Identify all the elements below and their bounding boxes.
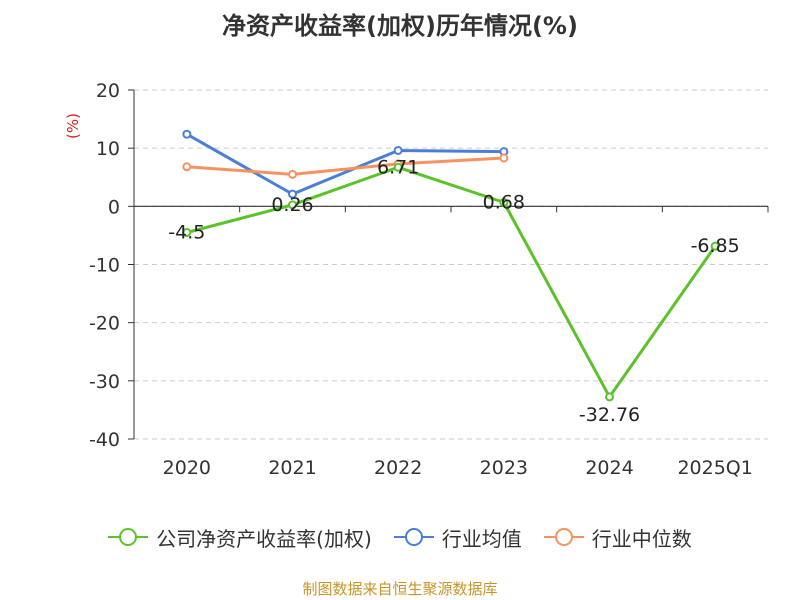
data-source-note: 制图数据来自恒生聚源数据库 [302,580,498,598]
legend-label-industry-median: 行业中位数 [591,526,692,551]
data-point [288,200,297,210]
chart-title: 净资产收益率(加权)历年情况(%) [222,12,578,40]
x-tick-label: 2020 [163,457,211,479]
data-point [499,197,509,207]
y-axis-unit-label: (%) [64,113,82,139]
data-label: -4.5 [168,222,205,244]
x-tick-label: 2024 [585,457,633,479]
legend-marker-industry-median [543,528,584,546]
chart-canvas: 20 10 0 -10 -20 -30 -40 (%) 2020 2021 2022 2023 2024… [64,80,769,479]
legend-marker-industry-mean [393,528,434,546]
legend-marker-company [108,528,149,546]
legend-item-company[interactable]: 公司净资产收益率(加权) [108,523,372,552]
data-label: -6.85 [691,235,740,257]
legend-label-company: 公司净资产收益率(加权) [156,526,372,551]
data-point [710,241,720,251]
data-label: 6.71 [377,156,419,178]
legend-item-industry-mean[interactable]: 行业均值 [393,523,522,552]
legend-item-industry-median[interactable]: 行业中位数 [543,523,692,552]
legend-label-industry-mean: 行业均值 [441,526,522,551]
data-label: 0.68 [483,191,525,213]
data-point [182,129,192,139]
data-point [393,162,403,172]
data-point [499,153,509,163]
data-label: -32.76 [579,404,640,426]
data-point [288,169,297,179]
data-point [182,162,192,172]
series-line [186,132,504,196]
y-tick-label: -20 [89,313,120,335]
series-line [186,165,717,399]
y-tick-label: -30 [89,371,120,393]
data-point [605,392,614,402]
y-tick-label: 0 [108,196,120,218]
series-line [186,156,504,176]
x-tick-label: 2025Q1 [677,457,752,479]
x-tick-label: 2021 [268,457,316,479]
y-tick-label: 20 [96,80,120,102]
y-tick-label: 10 [96,138,120,160]
data-label: 0.26 [271,194,313,216]
y-tick-label: -10 [89,255,120,277]
data-point [182,228,192,238]
chart-legend: 公司净资产收益率(加权) 行业均值 行业中位数 [0,520,800,554]
x-tick-label: 2023 [480,457,528,479]
data-point [288,189,297,199]
x-tick-label: 2022 [374,457,422,479]
y-tick-label: -40 [89,429,120,451]
data-point [393,145,403,155]
